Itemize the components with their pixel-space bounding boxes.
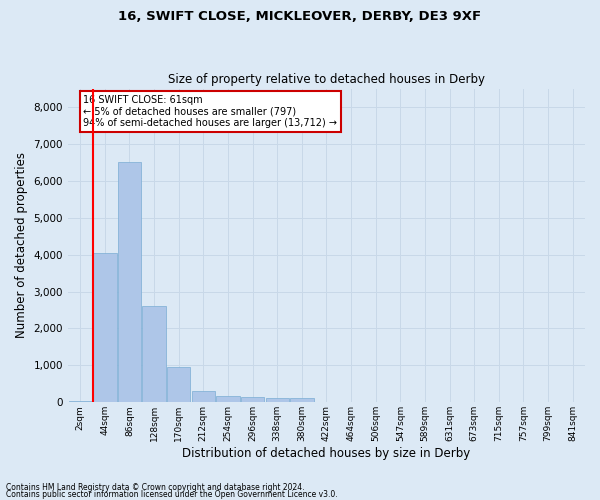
Bar bbox=[241, 397, 264, 402]
Y-axis label: Number of detached properties: Number of detached properties bbox=[15, 152, 28, 338]
Text: 16 SWIFT CLOSE: 61sqm
← 5% of detached houses are smaller (797)
94% of semi-deta: 16 SWIFT CLOSE: 61sqm ← 5% of detached h… bbox=[83, 95, 337, 128]
Bar bbox=[118, 162, 141, 402]
Text: Contains public sector information licensed under the Open Government Licence v3: Contains public sector information licen… bbox=[6, 490, 338, 499]
Bar bbox=[216, 396, 239, 402]
Bar bbox=[167, 367, 190, 402]
Bar bbox=[191, 391, 215, 402]
X-axis label: Distribution of detached houses by size in Derby: Distribution of detached houses by size … bbox=[182, 447, 470, 460]
Bar bbox=[266, 398, 289, 402]
Bar bbox=[142, 306, 166, 402]
Bar bbox=[290, 398, 314, 402]
Text: Contains HM Land Registry data © Crown copyright and database right 2024.: Contains HM Land Registry data © Crown c… bbox=[6, 484, 305, 492]
Text: 16, SWIFT CLOSE, MICKLEOVER, DERBY, DE3 9XF: 16, SWIFT CLOSE, MICKLEOVER, DERBY, DE3 … bbox=[118, 10, 482, 23]
Title: Size of property relative to detached houses in Derby: Size of property relative to detached ho… bbox=[168, 73, 485, 86]
Bar bbox=[93, 253, 116, 402]
